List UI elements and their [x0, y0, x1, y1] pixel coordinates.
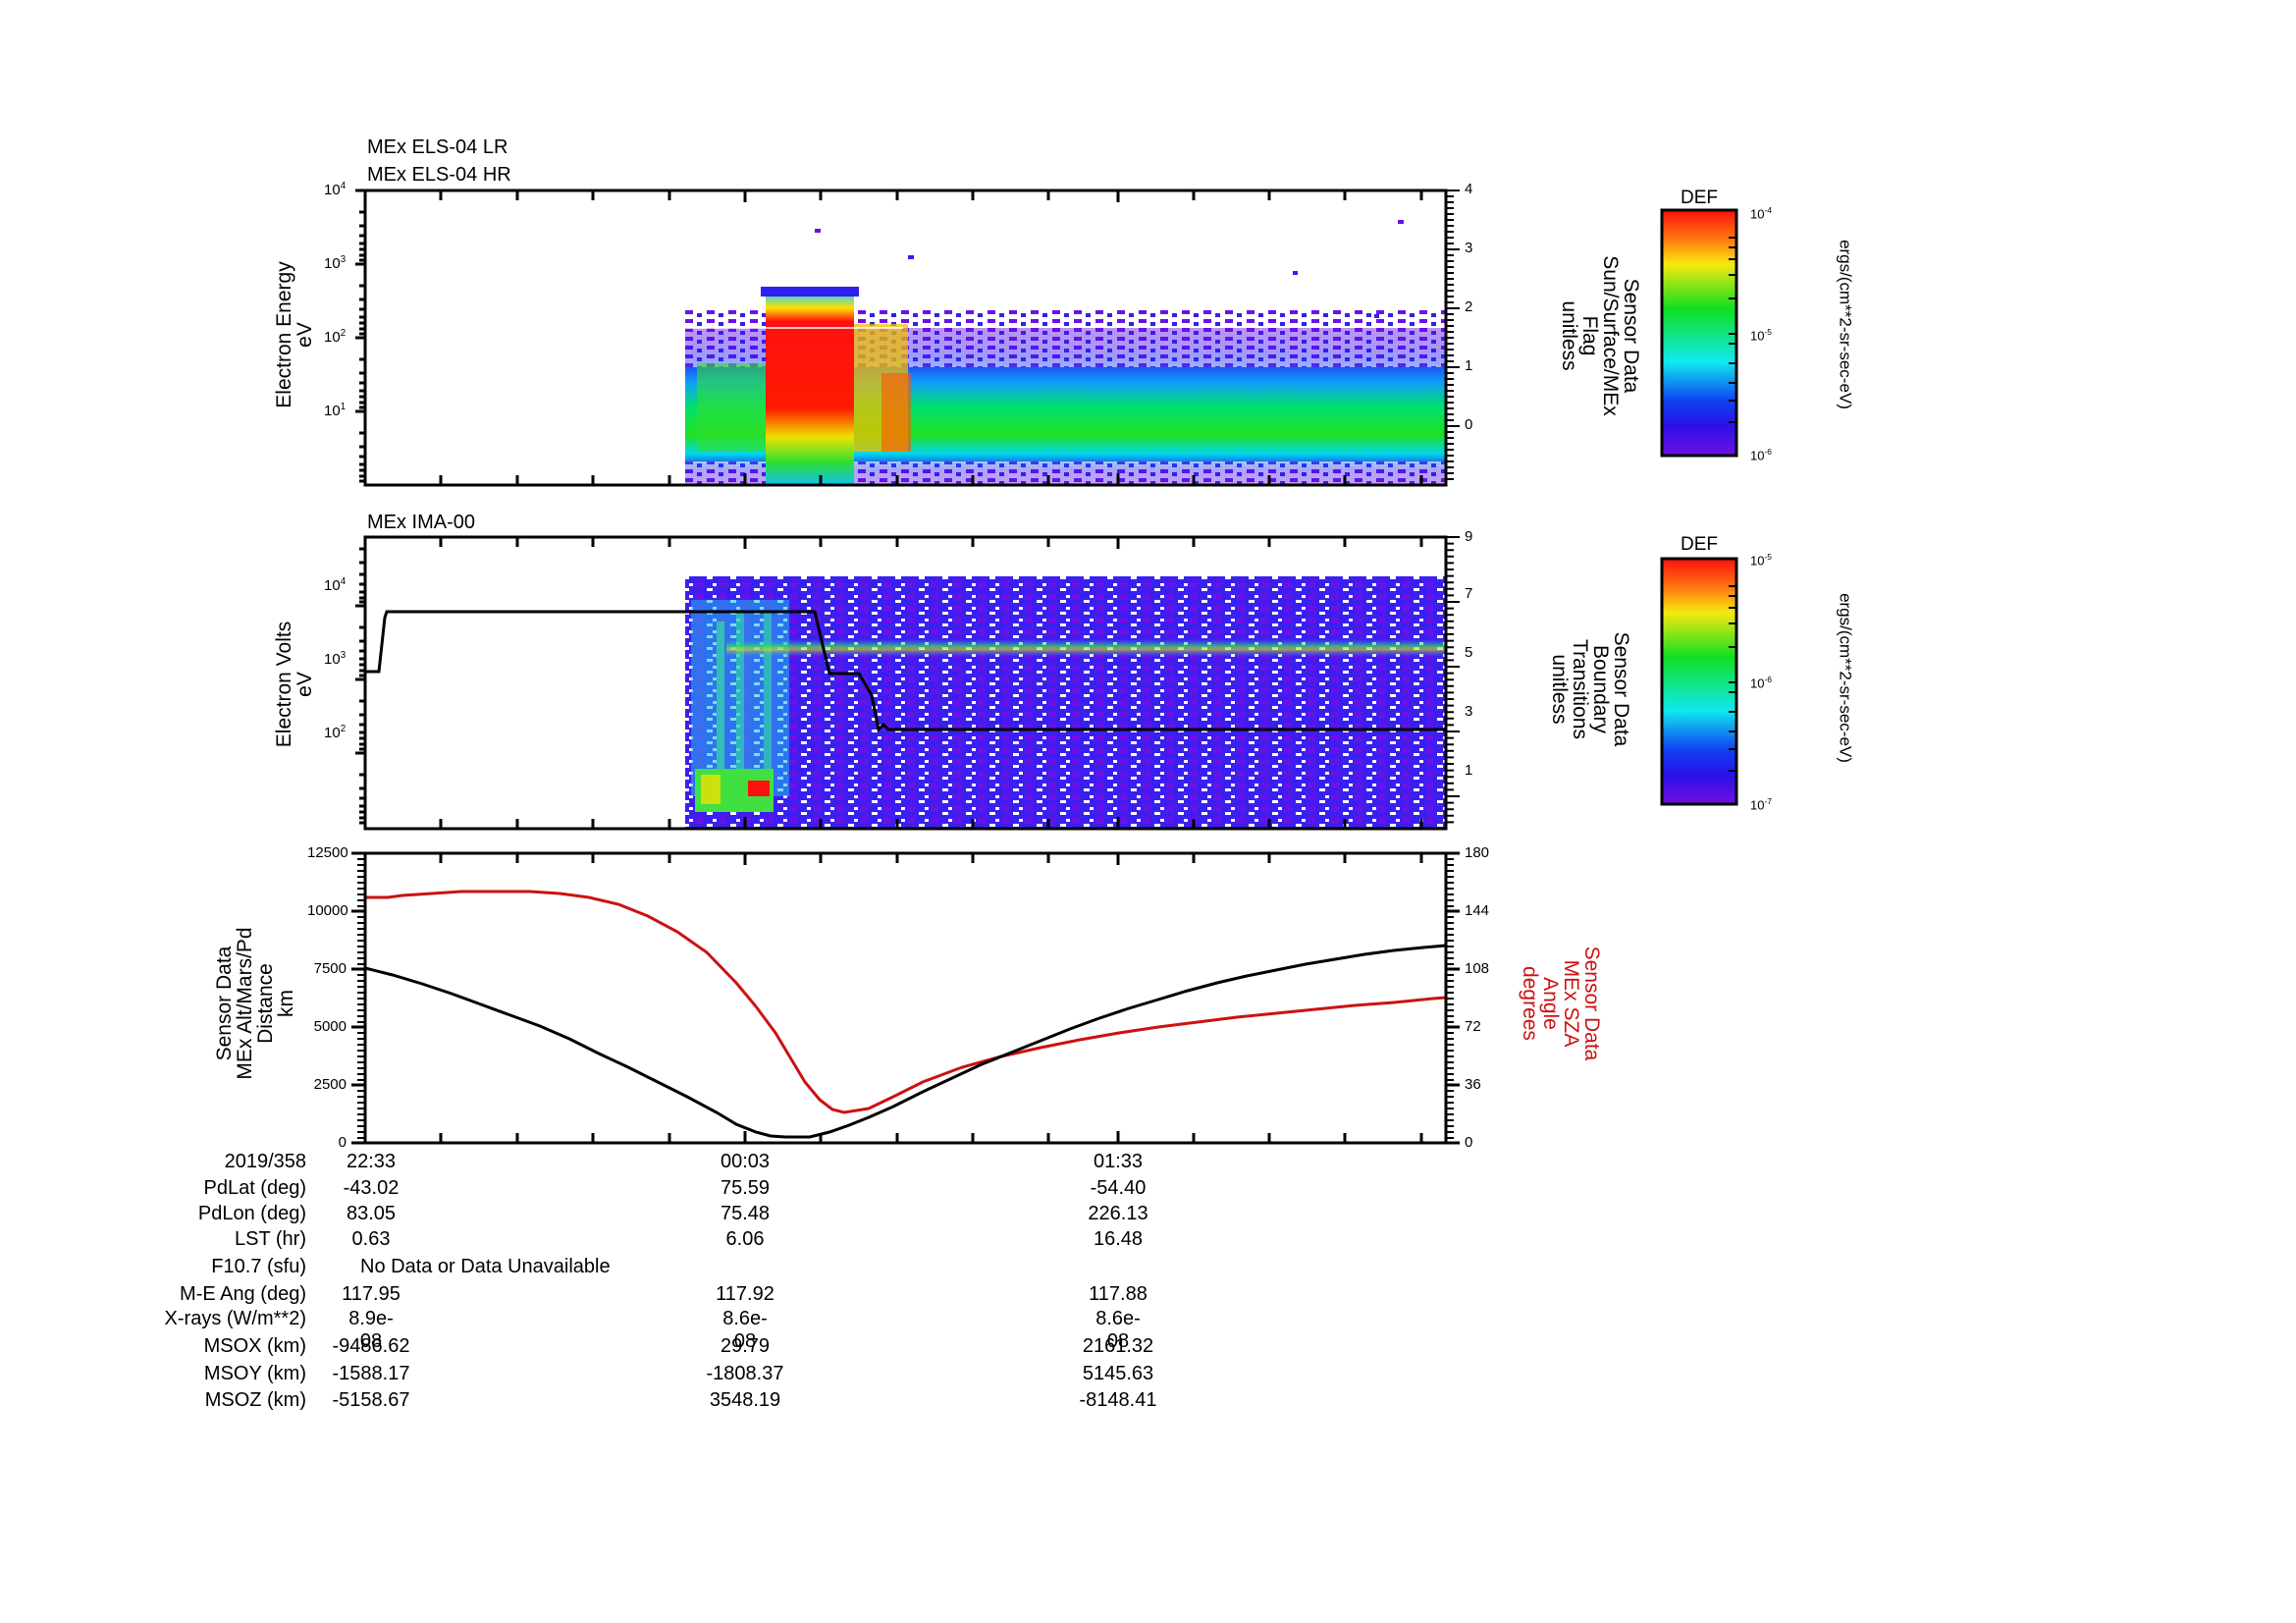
table-row: X-rays (W/m**2): [164, 1308, 306, 1329]
els-rtick-4: 4: [1465, 181, 1473, 197]
orbit-ytick-5000: 5000: [313, 1018, 347, 1035]
table-cell: -1588.17: [332, 1363, 410, 1384]
els-ytick-1e1: 101: [324, 402, 347, 419]
table-cell: -43.02: [343, 1177, 400, 1199]
els-ytick-1e4: 104: [324, 181, 347, 198]
ima-colorbar: DEF: [1660, 534, 1738, 806]
els-rtick-0: 0: [1465, 416, 1473, 433]
orbit-line-chart: [351, 851, 1460, 1145]
ima-rtick-5: 5: [1465, 644, 1473, 661]
ima-spectrogram-panel: [355, 535, 1460, 831]
table-row: M-E Ang (deg): [180, 1283, 306, 1305]
orbit-rtick-72: 72: [1465, 1018, 1481, 1035]
orbit-rtick-108: 108: [1465, 960, 1490, 977]
orbit-ytick-7500: 7500: [313, 960, 347, 977]
els-colorbar-units: ergs/(cm**2-sr-sec-eV): [1836, 240, 1855, 409]
orbit-ytick-2500: 2500: [313, 1076, 347, 1093]
table-row: PdLon (deg): [197, 1203, 306, 1224]
els-title-lr: MEx ELS-04 LR: [367, 136, 508, 158]
table-cell: 83.05: [346, 1203, 397, 1224]
time-tick-01-33: 01:33: [1093, 1151, 1144, 1172]
table-row: MSOX (km): [203, 1335, 306, 1357]
table-cell: -1808.37: [706, 1363, 784, 1384]
orbit-ytick-10000: 10000: [307, 902, 348, 919]
table-cell: -5158.67: [332, 1389, 410, 1411]
table-cell: 226.13: [1088, 1203, 1148, 1224]
ima-colorbar-mid: 10-6: [1750, 675, 1772, 691]
els-ytick-1e2: 102: [324, 328, 347, 346]
table-row: MSOZ (km): [204, 1389, 306, 1411]
table-cell: 6.06: [725, 1228, 765, 1250]
table-cell: 117.92: [716, 1283, 774, 1305]
els-colorbar-title: DEF: [1681, 188, 1718, 208]
table-cell: 8.9e-08: [348, 1308, 394, 1352]
orbit-rtick-144: 144: [1465, 902, 1490, 919]
table-cell: 117.88: [1089, 1283, 1148, 1305]
time-tick-22-33: 22:33: [346, 1151, 397, 1172]
table-cell: 75.48: [720, 1203, 771, 1224]
els-rtick-2: 2: [1465, 298, 1473, 315]
ima-rtick-7: 7: [1465, 585, 1473, 602]
table-row: MSOY (km): [203, 1363, 306, 1384]
ima-ytick-1e4: 104: [324, 576, 347, 594]
altitude-line: [364, 944, 1447, 1139]
f107-unavailable-note: No Data or Data Unavailable: [360, 1256, 611, 1277]
table-cell: -9486.62: [332, 1335, 410, 1357]
table-cell: 117.95: [342, 1283, 400, 1305]
table-cell: -54.40: [1090, 1177, 1147, 1199]
table-cell: 2161.32: [1082, 1335, 1154, 1357]
els-colorbar-top: 10-4: [1750, 205, 1772, 222]
orbit-ytick-12500: 12500: [307, 844, 348, 861]
table-row: LST (hr): [235, 1228, 306, 1250]
ima-colorbar-top: 10-5: [1750, 552, 1772, 568]
ima-ytick-1e3: 103: [324, 650, 347, 668]
ima-rtick-9: 9: [1465, 528, 1473, 545]
table-cell: 29.79: [720, 1335, 771, 1357]
els-colorbar-mid: 10-5: [1750, 327, 1772, 344]
ima-ylabel: Electron Volts eV: [273, 621, 316, 748]
orbit-ylabel: Sensor Data MEx Alt/Mars/Pd Distance km: [213, 927, 297, 1080]
time-tick-00-03: 00:03: [720, 1151, 771, 1172]
ima-right-label: Sensor Data Boundary Transitions unitless: [1548, 631, 1632, 747]
els-right-label: Sensor Data Sun/Surface/MEx Flag unitless: [1558, 255, 1642, 416]
table-row: F10.7 (sfu): [211, 1256, 306, 1277]
ima-ytick-1e2: 102: [324, 724, 347, 741]
orbit-ytick-0: 0: [338, 1134, 347, 1151]
table-cell: -8148.41: [1079, 1389, 1157, 1411]
els-colorbar-bottom: 10-6: [1750, 447, 1772, 463]
els-rtick-1: 1: [1465, 357, 1473, 374]
els-ylabel: Electron Energy eV: [273, 261, 316, 408]
els-rtick-3: 3: [1465, 240, 1473, 256]
ima-colorbar-units: ergs/(cm**2-sr-sec-eV): [1836, 593, 1855, 763]
table-cell: 8.6e-08: [1095, 1308, 1141, 1352]
table-row: PdLat (deg): [203, 1177, 306, 1199]
orbit-right-label: Sensor Data MEx SZA Angle degrees: [1519, 946, 1603, 1061]
table-cell: 3548.19: [709, 1389, 781, 1411]
table-cell: 5145.63: [1082, 1363, 1154, 1384]
sza-line: [365, 890, 1447, 1114]
table-cell: 8.6e-08: [722, 1308, 768, 1352]
orbit-rtick-180: 180: [1465, 844, 1490, 861]
els-colorbar: DEF: [1660, 188, 1738, 458]
orbit-rtick-0: 0: [1465, 1134, 1473, 1151]
table-row: 2019/358: [224, 1151, 306, 1172]
ima-title: MEx IMA-00: [367, 512, 476, 533]
els-ytick-1e3: 103: [324, 254, 347, 272]
els-spectrogram-panel: [355, 189, 1460, 487]
ima-colorbar-title: DEF: [1681, 534, 1718, 555]
ima-rtick-3: 3: [1465, 703, 1473, 720]
table-cell: 16.48: [1093, 1228, 1144, 1250]
els-title-hr: MEx ELS-04 HR: [367, 164, 511, 186]
table-cell: 0.63: [351, 1228, 391, 1250]
ima-rtick-1: 1: [1465, 762, 1473, 779]
table-cell: 75.59: [720, 1177, 771, 1199]
orbit-rtick-36: 36: [1465, 1076, 1481, 1093]
ima-colorbar-bottom: 10-7: [1750, 796, 1772, 813]
